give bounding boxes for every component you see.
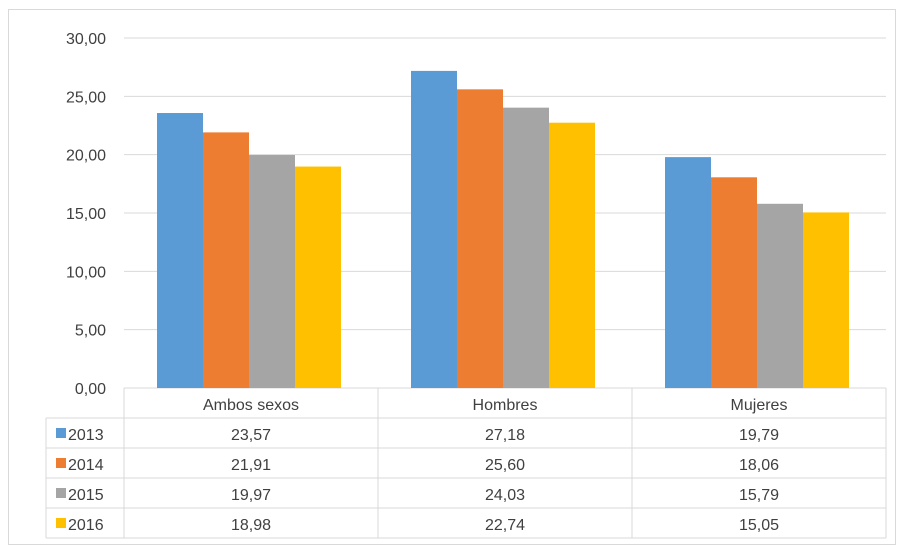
bar-2013-1 bbox=[411, 70, 457, 389]
data-label: 24,03 bbox=[485, 487, 525, 504]
category-label: Mujeres bbox=[731, 397, 788, 414]
bar-2015-2 bbox=[757, 203, 803, 388]
bar-2016-0 bbox=[295, 166, 341, 388]
legend-label: 2013 bbox=[68, 427, 104, 444]
category-label: Hombres bbox=[473, 397, 538, 414]
data-label: 25,60 bbox=[485, 457, 525, 474]
y-tick-label: 20,00 bbox=[66, 148, 106, 165]
category-label: Ambos sexos bbox=[203, 397, 299, 414]
legend-label: 2016 bbox=[68, 517, 104, 534]
y-tick-label: 30,00 bbox=[66, 31, 106, 48]
bar-2014-1 bbox=[457, 89, 503, 388]
data-label: 18,98 bbox=[231, 517, 271, 534]
data-label: 18,06 bbox=[739, 457, 779, 474]
bar-2013-2 bbox=[665, 157, 711, 388]
data-label: 15,79 bbox=[739, 487, 779, 504]
bar-2016-2 bbox=[803, 212, 849, 388]
data-label: 21,91 bbox=[231, 457, 271, 474]
bar-2015-1 bbox=[503, 107, 549, 389]
legend-swatch-2015 bbox=[56, 488, 66, 498]
legend-swatch-2014 bbox=[56, 458, 66, 468]
data-label: 19,79 bbox=[739, 427, 779, 444]
bar-2013-0 bbox=[157, 113, 203, 389]
bar-2016-1 bbox=[549, 122, 595, 388]
bar-2014-0 bbox=[203, 132, 249, 388]
data-label: 19,97 bbox=[231, 487, 271, 504]
y-tick-label: 25,00 bbox=[66, 89, 106, 106]
data-label: 22,74 bbox=[485, 517, 525, 534]
y-tick-label: 5,00 bbox=[75, 323, 106, 340]
legend-label: 2014 bbox=[68, 457, 104, 474]
bar-2014-2 bbox=[711, 177, 757, 388]
data-label: 23,57 bbox=[231, 427, 271, 444]
y-tick-label: 0,00 bbox=[75, 381, 106, 398]
data-label: 15,05 bbox=[739, 517, 779, 534]
legend-swatch-2013 bbox=[56, 428, 66, 438]
legend-label: 2015 bbox=[68, 487, 104, 504]
bar-2015-0 bbox=[249, 155, 295, 388]
data-label: 27,18 bbox=[485, 427, 525, 444]
y-tick-label: 15,00 bbox=[66, 206, 106, 223]
y-tick-label: 10,00 bbox=[66, 264, 106, 281]
legend-swatch-2016 bbox=[56, 518, 66, 528]
